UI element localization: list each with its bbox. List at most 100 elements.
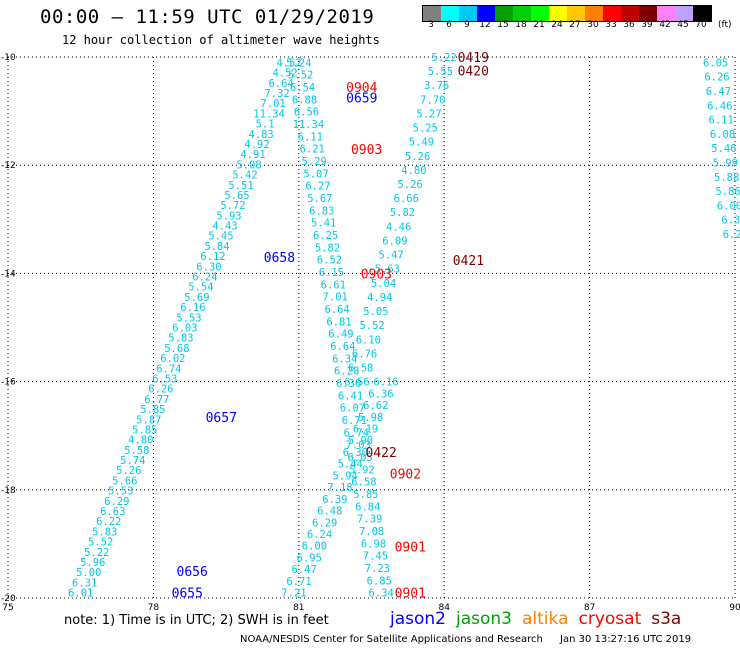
x-tick-label: 84 xyxy=(438,603,450,613)
scale-label: 9 xyxy=(464,20,470,30)
wave-height-value: 5.29 xyxy=(301,156,326,168)
wave-height-value: 7.39 xyxy=(357,514,382,526)
wave-height-value: 6.00 xyxy=(302,541,327,553)
wave-height-value: 5.58 xyxy=(124,445,149,457)
wave-height-value: 6.74 xyxy=(156,363,181,375)
wave-height-value: 5.74 xyxy=(120,455,145,467)
scale-swatch xyxy=(603,6,621,21)
y-tick-label: -16 xyxy=(1,378,16,388)
pass-time-label: 0901 xyxy=(395,587,426,602)
wave-height-value: 5.53 xyxy=(108,486,133,498)
wave-height-value: 6.95 xyxy=(297,552,322,564)
wave-height-value: 6.24 xyxy=(192,272,217,284)
wave-height-value: 6.34 xyxy=(332,353,357,365)
scale-label: 15 xyxy=(497,20,509,30)
wave-height-value: 5.65 xyxy=(224,190,249,202)
scale-swatch xyxy=(477,6,495,21)
wave-height-value: 6.3 xyxy=(721,215,740,227)
wave-height-value: 6.83 xyxy=(309,205,334,217)
footer-org: NOAA/NESDIS Center for Satellite Applica… xyxy=(240,634,543,645)
scale-swatch xyxy=(693,6,711,21)
wave-height-value: 5.52 xyxy=(359,320,384,332)
color-scale-labels: 3 6 9 12 15 18 21 24 27 30 33 36 39 42 45 70 xyxy=(422,20,710,30)
wave-height-value: 7.08 xyxy=(359,526,384,538)
wave-height-value: 6.58 xyxy=(351,477,376,489)
wave-height-value: 6.36 xyxy=(336,378,361,390)
wave-height-value: 6.05 xyxy=(703,57,728,69)
x-tick-label: 87 xyxy=(584,603,595,613)
wave-height-value: 6.64 xyxy=(268,78,293,90)
wave-height-value: 6.56 xyxy=(294,107,319,119)
wave-height-value: 6.76 xyxy=(352,348,377,360)
scale-swatch xyxy=(441,6,459,21)
wave-height-value: 6.10 xyxy=(356,334,381,346)
wave-height-value: 6.25 xyxy=(313,230,338,242)
wave-height-value: 5.24 xyxy=(286,57,311,69)
wave-height-value: 5.1 xyxy=(256,119,275,131)
wave-height-value: 11.34 xyxy=(253,108,285,120)
wave-height-value: 6.24 xyxy=(307,529,332,541)
wave-height-value: 5.83 xyxy=(92,526,117,538)
wave-height-value: 5.72 xyxy=(220,200,245,212)
wave-height-value: 5.22 xyxy=(432,52,457,64)
wave-height-value: 6.34 xyxy=(369,588,394,600)
scale-label: 24 xyxy=(551,20,563,30)
scale-label: 70 xyxy=(695,20,707,30)
wave-height-value: 6.29 xyxy=(104,496,129,508)
wave-height-value: 11.34 xyxy=(293,119,325,131)
scale-label: 33 xyxy=(605,20,617,30)
wave-height-value: 6.53 xyxy=(152,373,177,385)
scale-label: 18 xyxy=(515,20,527,30)
wave-height-value: 7.21 xyxy=(281,588,306,600)
note-text: note: 1) Time is in UTC; 2) SWH is in fe… xyxy=(64,613,329,628)
footer-timestamp: Jan 30 13:27:16 UTC 2019 xyxy=(560,634,692,645)
wave-height-value: 6.28 xyxy=(334,366,359,378)
wave-height-value: 6.11 xyxy=(298,131,323,143)
wave-height-value: 5.67 xyxy=(307,193,332,205)
wave-height-value: 6.64 xyxy=(324,304,349,316)
wave-height-value: 6.88 xyxy=(292,94,317,106)
wave-height-value: 5.00 xyxy=(76,567,101,579)
wave-height-value: 6.71 xyxy=(342,415,367,427)
wave-height-value: 5.49 xyxy=(409,137,434,149)
wave-height-value: 6.07 xyxy=(340,403,365,415)
wave-height-value: 5.87 xyxy=(136,414,161,426)
wave-height-value: 5.63 xyxy=(375,264,400,276)
wave-height-value: 4.52 xyxy=(276,57,301,69)
wave-height-value: 4.46 xyxy=(386,221,411,233)
scale-swatch xyxy=(621,6,639,21)
legend-altika: altika xyxy=(522,609,569,629)
wave-height-value: 6.47 xyxy=(292,564,317,576)
y-tick-label: -18 xyxy=(1,486,16,496)
wave-height-value: 5.66 xyxy=(112,475,137,487)
wave-height-value: 5.99 xyxy=(713,157,738,169)
wave-height-value: 5.69 xyxy=(184,292,209,304)
y-tick-label: -14 xyxy=(1,269,16,279)
scale-label: 12 xyxy=(479,20,491,30)
pass-time-label: 0903 xyxy=(351,143,382,158)
wave-height-value: 5.26 xyxy=(405,151,430,163)
wave-height-value: 5.82 xyxy=(315,242,340,254)
wave-height-value: 6.00 xyxy=(717,200,740,212)
scale-label: 42 xyxy=(659,20,671,30)
wave-height-value: 6.46 xyxy=(707,100,732,112)
wave-height-value: 5.52 xyxy=(288,70,313,82)
wave-height-value: 5.04 xyxy=(371,278,396,290)
y-tick-label: -12 xyxy=(1,161,16,171)
wave-height-value: 5.42 xyxy=(232,170,257,182)
wave-height-value: 5.85 xyxy=(353,489,378,501)
wave-height-value: 6.26 xyxy=(704,72,729,84)
scale-label: 6 xyxy=(446,20,452,30)
pass-time-label: 0904 xyxy=(346,81,377,96)
scale-swatch xyxy=(639,6,657,21)
wave-height-value: 5.47 xyxy=(378,250,403,262)
wave-height-value: 5.84 xyxy=(204,241,229,253)
pass-time-label: 0658 xyxy=(264,251,295,266)
wave-height-value: 5.54 xyxy=(188,282,213,294)
wave-height-value: 5.51 xyxy=(228,180,253,192)
y-tick-label: -20 xyxy=(1,594,16,604)
wave-height-value: 5.86 xyxy=(715,186,740,198)
wave-height-value: 6.39 xyxy=(322,494,347,506)
pass-time-label: 0419 xyxy=(458,51,489,66)
wave-height-value: 5.55 xyxy=(428,66,453,78)
